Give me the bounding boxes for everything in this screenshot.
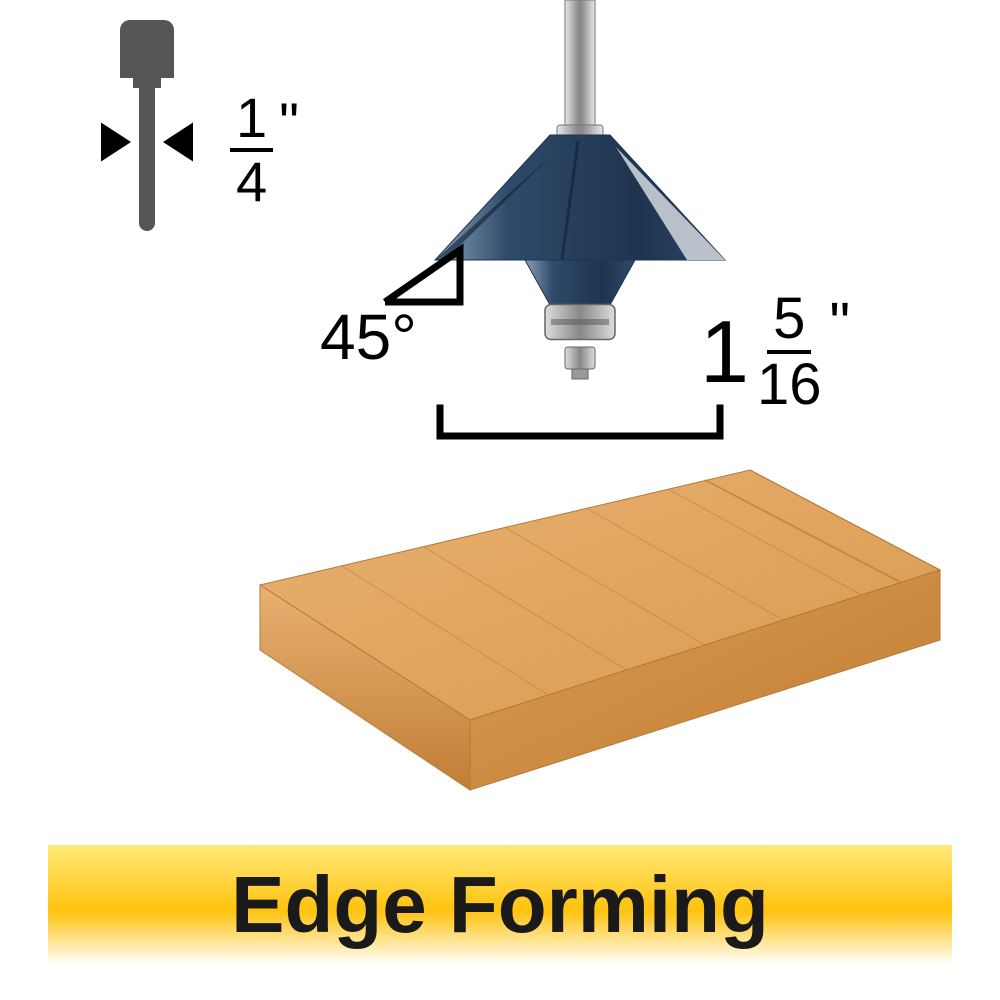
diameter-numerator: 5 [767, 290, 811, 354]
diameter-whole: 1 [700, 301, 749, 403]
title-text: Edge Forming [231, 859, 769, 951]
diameter-unit: " [829, 290, 850, 357]
diameter-denominator: 16 [757, 354, 822, 414]
dim-arrow-right [163, 123, 193, 162]
diameter-dimension-label: 1 5 16 " [700, 290, 850, 414]
wood-block [260, 470, 940, 803]
angle-dimension-label: 45° [320, 300, 417, 374]
small-bit-silhouette [120, 20, 174, 231]
shank-dimension-label: 1 4 " [230, 85, 299, 210]
shank-dim-unit: " [279, 90, 299, 155]
shank-dim-numerator: 1 [230, 90, 273, 152]
dim-arrow-left [101, 123, 131, 162]
diameter-bracket [440, 408, 720, 436]
title-banner: Edge Forming [48, 845, 952, 965]
router-bit [435, 0, 725, 379]
angle-triangle-icon [385, 250, 460, 302]
shank-dim-denominator: 4 [236, 152, 267, 210]
